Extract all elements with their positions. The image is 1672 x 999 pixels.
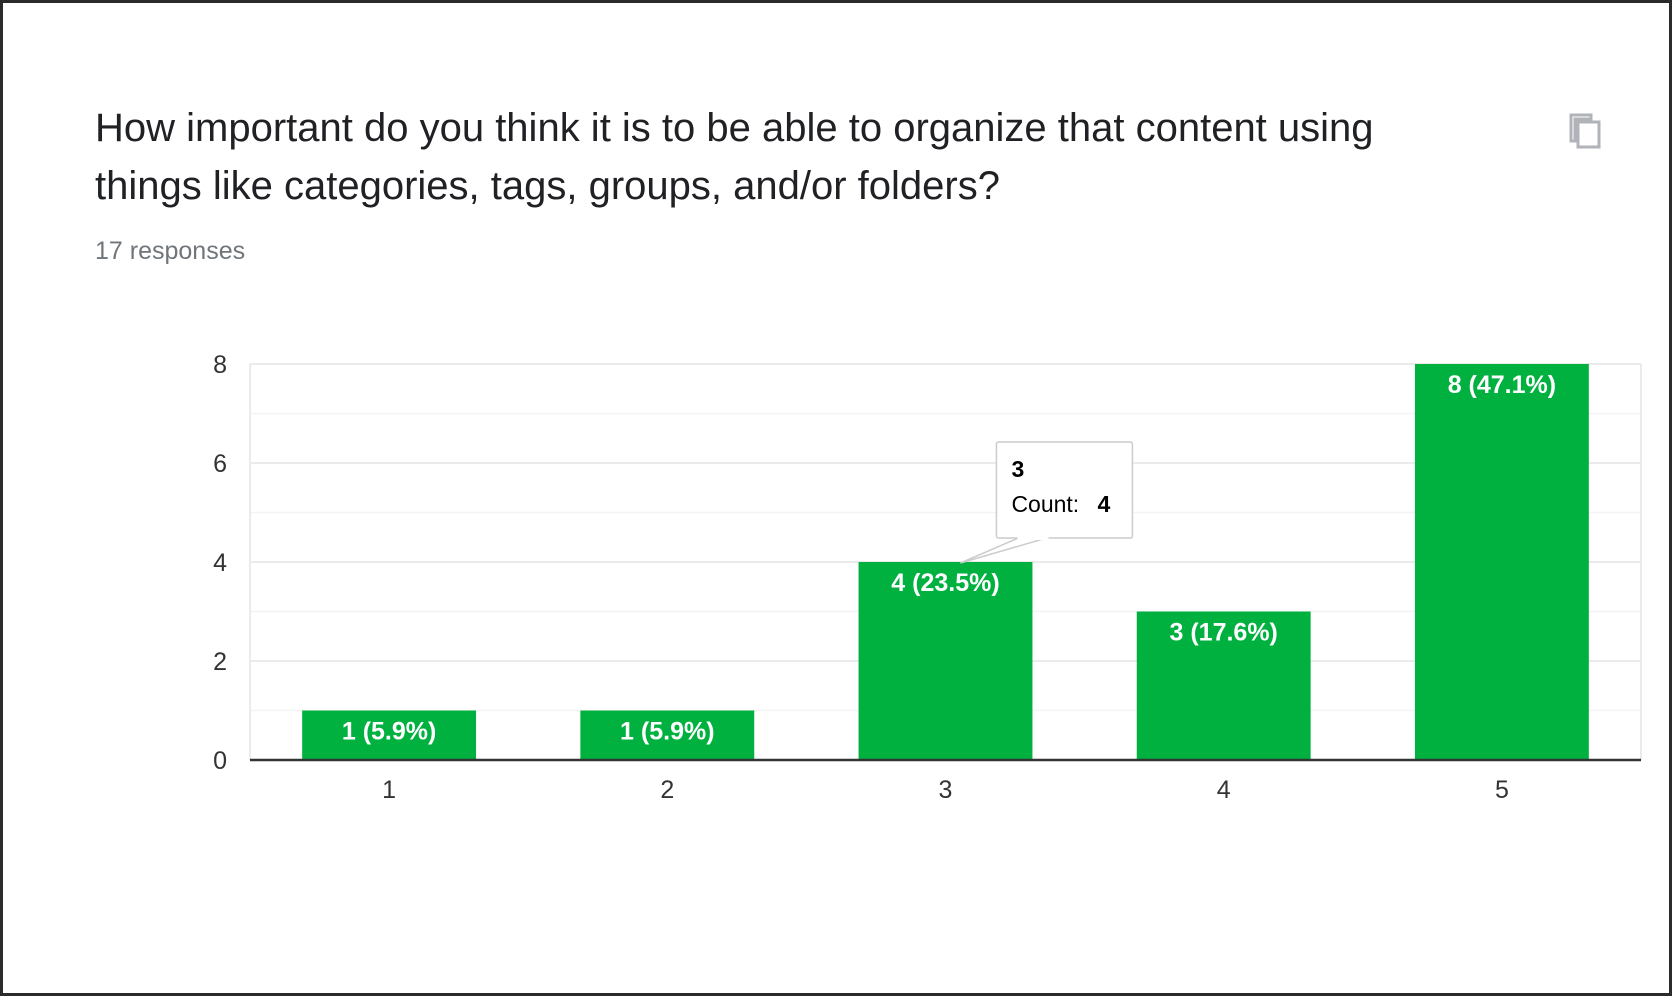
bar-data-label: 1 (5.9%) <box>620 718 714 746</box>
tooltip-count-value: 4 <box>1097 491 1110 517</box>
copy-icon <box>1569 113 1601 149</box>
y-tick-label: 2 <box>213 648 227 676</box>
copy-chart-button[interactable] <box>1563 109 1607 153</box>
y-tick-label: 8 <box>213 351 227 379</box>
response-count: 17 responses <box>95 237 246 265</box>
bar[interactable] <box>1414 364 1589 760</box>
bar-chart: 0 2 4 6 8 1 (5.9%) 1 1 (5.9%) 2 4 (23.5%) 3 3 (17.6… <box>213 351 1642 804</box>
bar[interactable] <box>302 710 477 761</box>
tooltip-pointer <box>960 537 1047 564</box>
question-title: How important do you think it is to be a… <box>95 106 1374 208</box>
x-tick-label: 1 <box>382 776 396 804</box>
x-tick-label: 2 <box>660 776 674 804</box>
tooltip-count-label: Count: <box>1011 491 1079 517</box>
x-tick-label: 5 <box>1495 776 1509 804</box>
x-tick-label: 4 <box>1217 776 1231 804</box>
bar-data-label: 3 (17.6%) <box>1170 619 1278 647</box>
tooltip <box>995 441 1134 539</box>
bar-data-label: 4 (23.5%) <box>891 569 999 597</box>
y-tick-label: 6 <box>213 450 227 478</box>
y-tick-label: 0 <box>213 747 227 775</box>
y-tick-label: 4 <box>213 549 227 577</box>
bar[interactable] <box>580 710 755 761</box>
bar-data-label: 1 (5.9%) <box>342 718 436 746</box>
x-tick-label: 3 <box>939 776 953 804</box>
bar[interactable] <box>858 562 1033 760</box>
tooltip-pointer-mask <box>1017 536 1049 540</box>
tooltip-category: 3 <box>1011 456 1024 482</box>
bar[interactable] <box>1136 611 1311 761</box>
bar-data-label: 8 (47.1%) <box>1448 371 1556 399</box>
